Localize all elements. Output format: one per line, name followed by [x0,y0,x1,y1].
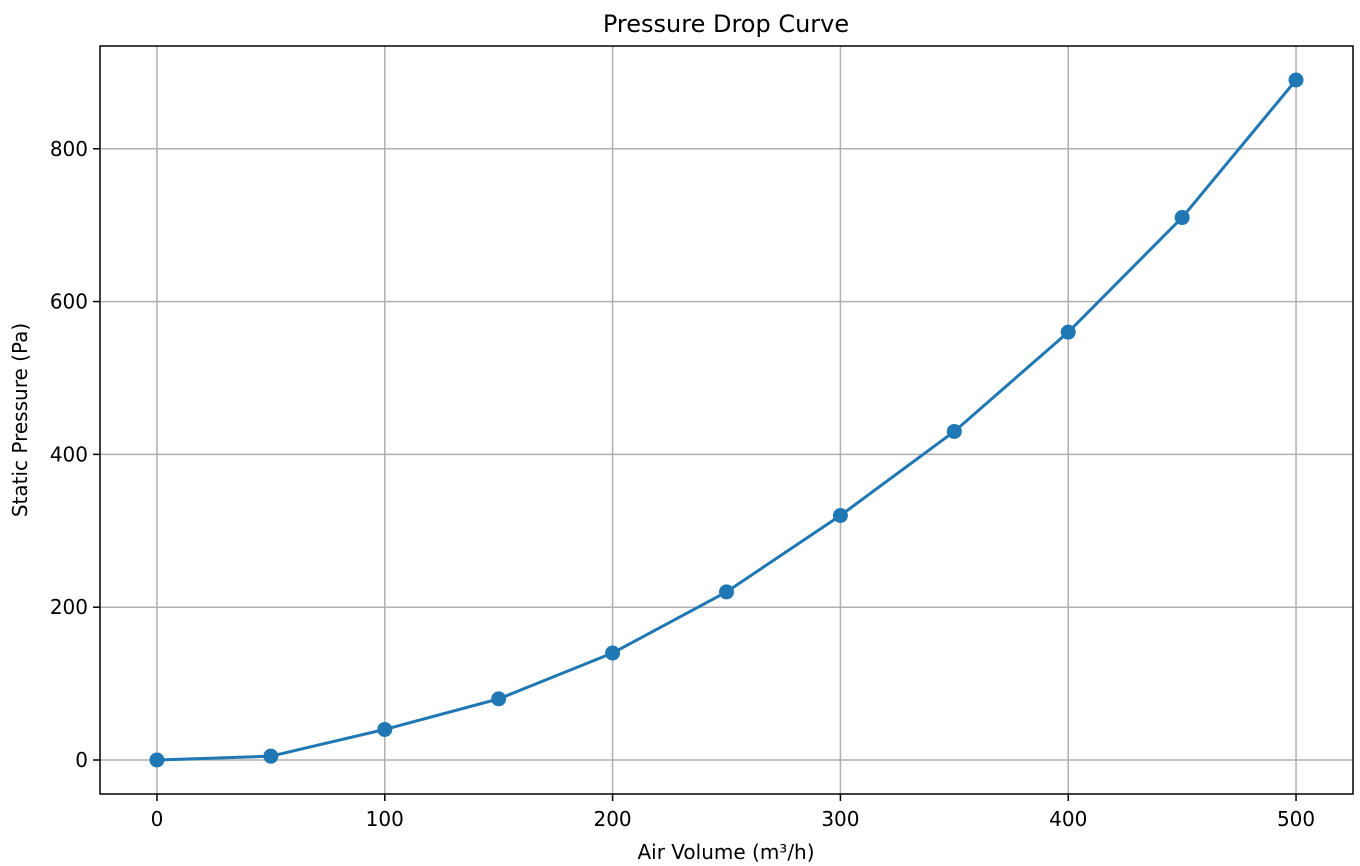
y-tick-label: 600 [50,290,88,314]
data-point [719,584,734,600]
data-point [605,645,621,661]
y-tick-label: 800 [50,137,88,161]
x-tick-label: 500 [1277,807,1315,831]
x-tick-label: 400 [1049,807,1087,831]
plot-frame [99,45,1354,795]
x-axis-title: Air Volume (m³/h) [637,840,814,864]
x-tick-label: 0 [151,807,164,831]
data-point [832,508,848,524]
series-layer [149,72,1304,768]
data-point [149,752,165,768]
data-point [1060,324,1076,340]
x-tick-label: 200 [593,807,631,831]
grid-layer [100,46,1353,794]
data-point [263,748,279,764]
series-line [156,79,1298,762]
chart-title: Pressure Drop Curve [603,10,849,38]
data-point [946,423,962,439]
data-point [491,691,507,707]
y-axis-title: Static Pressure (Pa) [8,323,32,517]
data-point [377,721,393,737]
x-tick-label: 100 [366,807,404,831]
x-tick-label: 300 [821,807,859,831]
y-tick-label: 0 [75,748,88,772]
data-point [1288,72,1304,88]
y-tick-label: 200 [50,595,88,619]
tick-layer: 0 100 200 300 400 500 0 200 400 600 800 [50,137,1315,831]
y-tick-label: 400 [50,442,88,466]
data-point [1174,210,1190,226]
